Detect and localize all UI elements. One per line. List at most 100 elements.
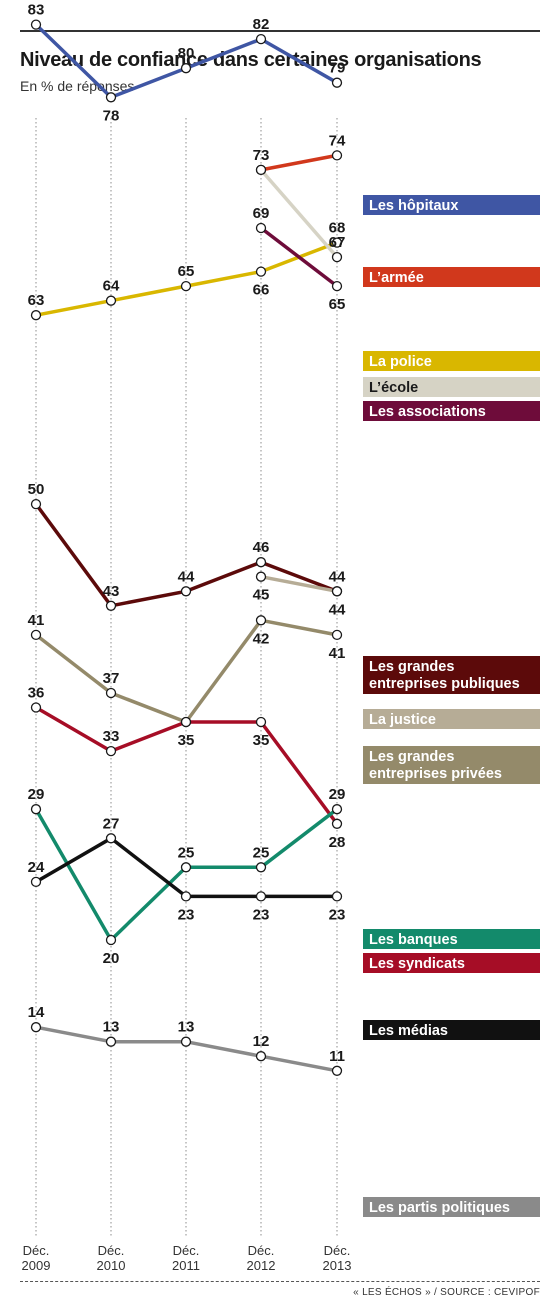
legend-tag-4 [363,401,540,421]
legend-label-2-0: La police [369,354,432,370]
data-point-8-0 [30,702,42,713]
source-credit: « LES ÉCHOS » / SOURCE : CEVIPOF [353,1287,540,1298]
data-point-7-1 [105,687,117,699]
data-point-11-3 [255,1051,267,1062]
data-point-0-0 [30,19,42,30]
data-point-8-2 [180,716,192,728]
data-label-0-4: 79 [329,60,346,77]
data-point-10-2 [180,891,192,902]
legend-label-6-0: La justice [369,712,436,728]
data-label-1-3: 73 [253,147,270,164]
data-point-6-3 [255,571,267,582]
data-point-11-1 [105,1036,117,1047]
data-point-0-2 [180,63,192,74]
data-point-5-3 [255,557,267,568]
data-label-9-4: 29 [329,786,346,803]
data-point-11-4 [331,1065,343,1076]
x-tick-label-4-1: 2013 [323,1258,352,1273]
legend-label-7-1: entreprises privées [369,766,502,782]
data-label-8-3: 35 [253,732,270,749]
data-label-11-1: 13 [103,1019,120,1036]
data-point-5-0 [30,498,42,510]
data-label-5-1: 43 [103,583,120,600]
data-label-9-2: 25 [178,844,195,861]
data-label-5-2: 44 [178,568,195,585]
data-label-11-4: 11 [329,1048,345,1065]
x-tick-label-1-0: Déc. [98,1243,125,1258]
data-point-8-4 [331,818,343,829]
x-tick-label-3-1: 2012 [247,1258,276,1273]
legend: Les hôpitaux L’armée La police L’école Les a… [363,195,540,1217]
x-tick-label-2-0: Déc. [173,1243,200,1258]
data-point-11-0 [30,1022,42,1033]
legend-tag-9 [363,929,540,949]
data-point-10-0 [30,876,42,888]
legend-tag-1 [363,267,540,287]
legend-tag-0 [363,195,540,215]
data-label-0-0: 83 [28,2,45,19]
data-point-4-4 [331,280,343,292]
legend-label-5-0: Les grandes [369,659,454,675]
data-point-11-2 [180,1036,192,1047]
data-label-8-1: 33 [103,728,120,745]
data-point-4-3 [255,222,267,234]
legend-tag-11 [363,1197,540,1217]
data-label-10-2: 23 [178,906,195,923]
x-tick-label-4-0: Déc. [324,1243,351,1258]
legend-tag-7 [363,746,540,784]
x-tick-label-2-1: 2011 [172,1258,200,1273]
data-point-8-1 [105,745,117,757]
data-point-3-4 [331,251,343,263]
data-label-1-4: 74 [329,132,346,149]
chart-title: Niveau de confiance dans certaines organ… [20,49,482,71]
legend-label-11-0: Les partis politiques [369,1200,510,1216]
legend-label-3-0: L’école [369,380,418,396]
data-label-0-3: 82 [253,16,270,33]
data-label-4-4: 65 [329,296,346,313]
data-point-7-4 [331,629,343,641]
data-label-7-3: 42 [253,630,270,647]
bottom-rule [20,1281,540,1282]
legend-tag-8 [363,953,540,973]
data-point-7-0 [30,629,42,641]
data-label-7-0: 41 [28,612,45,629]
data-label-10-0: 24 [28,859,45,876]
data-label-11-2: 13 [178,1019,195,1036]
data-label-7-1: 37 [103,670,120,687]
data-label-8-4: 28 [329,834,346,851]
data-label-6-3: 45 [253,587,270,604]
data-label-11-0: 14 [28,1004,45,1021]
legend-label-5-1: entreprises publiques [369,676,520,692]
data-label-2-3: 66 [253,282,270,299]
legend-label-4-0: Les associations [369,404,486,420]
data-label-10-4: 23 [329,906,346,923]
data-label-5-3: 46 [253,539,270,556]
legend-label-0-0: Les hôpitaux [369,198,458,214]
legend-tag-2 [363,351,540,371]
legend-label-9-0: Les banques [369,932,458,948]
data-point-0-4 [331,77,343,88]
legend-label-8-0: Les syndicats [369,956,465,972]
x-tick-label-0-0: Déc. [23,1243,50,1258]
x-tick-label-1-1: 2010 [97,1258,126,1273]
data-point-8-3 [255,716,267,728]
data-label-11-3: 12 [253,1033,270,1050]
data-label-4-3: 69 [253,205,270,222]
x-tick-label-0-1: 2009 [22,1258,51,1273]
data-point-9-0 [30,804,42,815]
data-point-9-3 [255,862,267,873]
data-point-2-3 [255,266,267,277]
data-point-10-3 [255,891,267,902]
data-point-2-2 [180,280,192,292]
data-label-9-0: 29 [28,786,45,803]
data-point-10-4 [331,891,343,902]
data-label-2-0: 63 [28,292,45,309]
data-label-9-1: 20 [103,950,120,967]
data-label-3-4: 67 [329,234,346,251]
data-label-2-1: 64 [103,278,120,295]
legend-label-7-0: Les grandes [369,749,454,765]
data-point-6-4 [331,586,343,597]
legend-tag-6 [363,709,540,729]
series-line-4 [259,226,339,288]
